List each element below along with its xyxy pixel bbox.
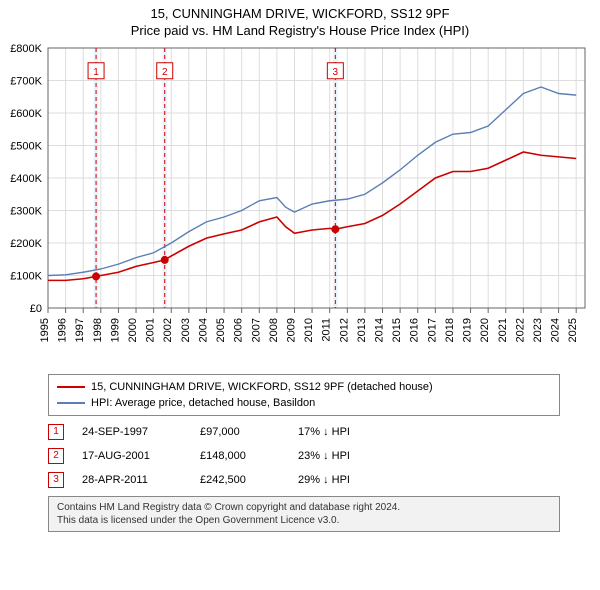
svg-text:£800K: £800K — [10, 43, 42, 55]
event-date: 24-SEP-1997 — [82, 426, 182, 438]
legend-swatch — [57, 402, 85, 404]
svg-text:2004: 2004 — [197, 318, 209, 342]
svg-text:£700K: £700K — [10, 76, 42, 88]
legend-swatch — [57, 386, 85, 388]
event-marker-box: 1 — [48, 424, 64, 440]
title-block: 15, CUNNINGHAM DRIVE, WICKFORD, SS12 9PF… — [0, 0, 600, 38]
svg-text:2013: 2013 — [356, 318, 368, 342]
event-pct: 23% ↓ HPI — [298, 450, 398, 462]
svg-text:£400K: £400K — [10, 173, 42, 185]
svg-text:2020: 2020 — [479, 318, 491, 342]
legend-label: HPI: Average price, detached house, Basi… — [91, 395, 315, 411]
legend: 15, CUNNINGHAM DRIVE, WICKFORD, SS12 9PF… — [48, 374, 560, 416]
svg-text:1997: 1997 — [74, 318, 86, 342]
svg-text:2008: 2008 — [268, 318, 280, 342]
svg-text:2005: 2005 — [215, 318, 227, 342]
svg-text:2002: 2002 — [162, 318, 174, 342]
svg-text:£0: £0 — [30, 303, 42, 315]
event-price: £148,000 — [200, 450, 280, 462]
chart-area: £0 £100K £200K £300K £400K £500K £600K £700K £80… — [0, 38, 600, 368]
event-date: 17-AUG-2001 — [82, 450, 182, 462]
svg-text:2016: 2016 — [409, 318, 421, 342]
svg-text:2025: 2025 — [567, 318, 579, 342]
svg-text:2012: 2012 — [338, 318, 350, 342]
svg-text:£100K: £100K — [10, 271, 42, 283]
event-date: 28-APR-2011 — [82, 474, 182, 486]
svg-text:2011: 2011 — [321, 318, 333, 342]
chart-container: 15, CUNNINGHAM DRIVE, WICKFORD, SS12 9PF… — [0, 0, 600, 532]
event-list: 1 24-SEP-1997 £97,000 17% ↓ HPI 2 17-AUG-2001… — [48, 420, 560, 492]
legend-item: HPI: Average price, detached house, Basi… — [57, 395, 551, 411]
svg-text:£200K: £200K — [10, 238, 42, 250]
svg-text:2000: 2000 — [127, 318, 139, 342]
svg-text:2019: 2019 — [462, 318, 474, 342]
footer-line: Contains HM Land Registry data © Crown c… — [57, 501, 551, 514]
svg-text:2017: 2017 — [426, 318, 438, 342]
event-marker-box: 2 — [48, 448, 64, 464]
svg-text:2018: 2018 — [444, 318, 456, 342]
svg-text:£500K: £500K — [10, 141, 42, 153]
svg-text:1: 1 — [93, 67, 99, 78]
legend-label: 15, CUNNINGHAM DRIVE, WICKFORD, SS12 9PF… — [91, 379, 433, 395]
title-main: 15, CUNNINGHAM DRIVE, WICKFORD, SS12 9PF — [0, 6, 600, 21]
title-sub: Price paid vs. HM Land Registry's House … — [0, 23, 600, 38]
event-row: 2 17-AUG-2001 £148,000 23% ↓ HPI — [48, 444, 560, 468]
svg-text:3: 3 — [333, 67, 339, 78]
line-chart-svg: £0 £100K £200K £300K £400K £500K £600K £700K £80… — [0, 38, 600, 368]
svg-text:2001: 2001 — [145, 318, 157, 342]
event-pct: 29% ↓ HPI — [298, 474, 398, 486]
event-row: 3 28-APR-2011 £242,500 29% ↓ HPI — [48, 468, 560, 492]
attribution-footer: Contains HM Land Registry data © Crown c… — [48, 496, 560, 532]
svg-text:1999: 1999 — [109, 318, 121, 342]
svg-text:£300K: £300K — [10, 206, 42, 218]
legend-item: 15, CUNNINGHAM DRIVE, WICKFORD, SS12 9PF… — [57, 379, 551, 395]
event-price: £97,000 — [200, 426, 280, 438]
svg-text:2024: 2024 — [550, 318, 562, 342]
svg-text:2003: 2003 — [180, 318, 192, 342]
event-row: 1 24-SEP-1997 £97,000 17% ↓ HPI — [48, 420, 560, 444]
svg-text:2023: 2023 — [532, 318, 544, 342]
svg-text:2015: 2015 — [391, 318, 403, 342]
event-marker-box: 3 — [48, 472, 64, 488]
svg-text:1995: 1995 — [39, 318, 51, 342]
event-price: £242,500 — [200, 474, 280, 486]
svg-text:2021: 2021 — [497, 318, 509, 342]
svg-text:2022: 2022 — [514, 318, 526, 342]
svg-text:2009: 2009 — [285, 318, 297, 342]
svg-text:2007: 2007 — [250, 318, 262, 342]
svg-text:£600K: £600K — [10, 108, 42, 120]
svg-text:2006: 2006 — [233, 318, 245, 342]
svg-text:1998: 1998 — [92, 318, 104, 342]
svg-text:2: 2 — [162, 67, 168, 78]
event-pct: 17% ↓ HPI — [298, 426, 398, 438]
svg-text:1996: 1996 — [57, 318, 69, 342]
footer-line: This data is licensed under the Open Gov… — [57, 514, 551, 527]
svg-text:2014: 2014 — [374, 318, 386, 342]
svg-text:2010: 2010 — [303, 318, 315, 342]
